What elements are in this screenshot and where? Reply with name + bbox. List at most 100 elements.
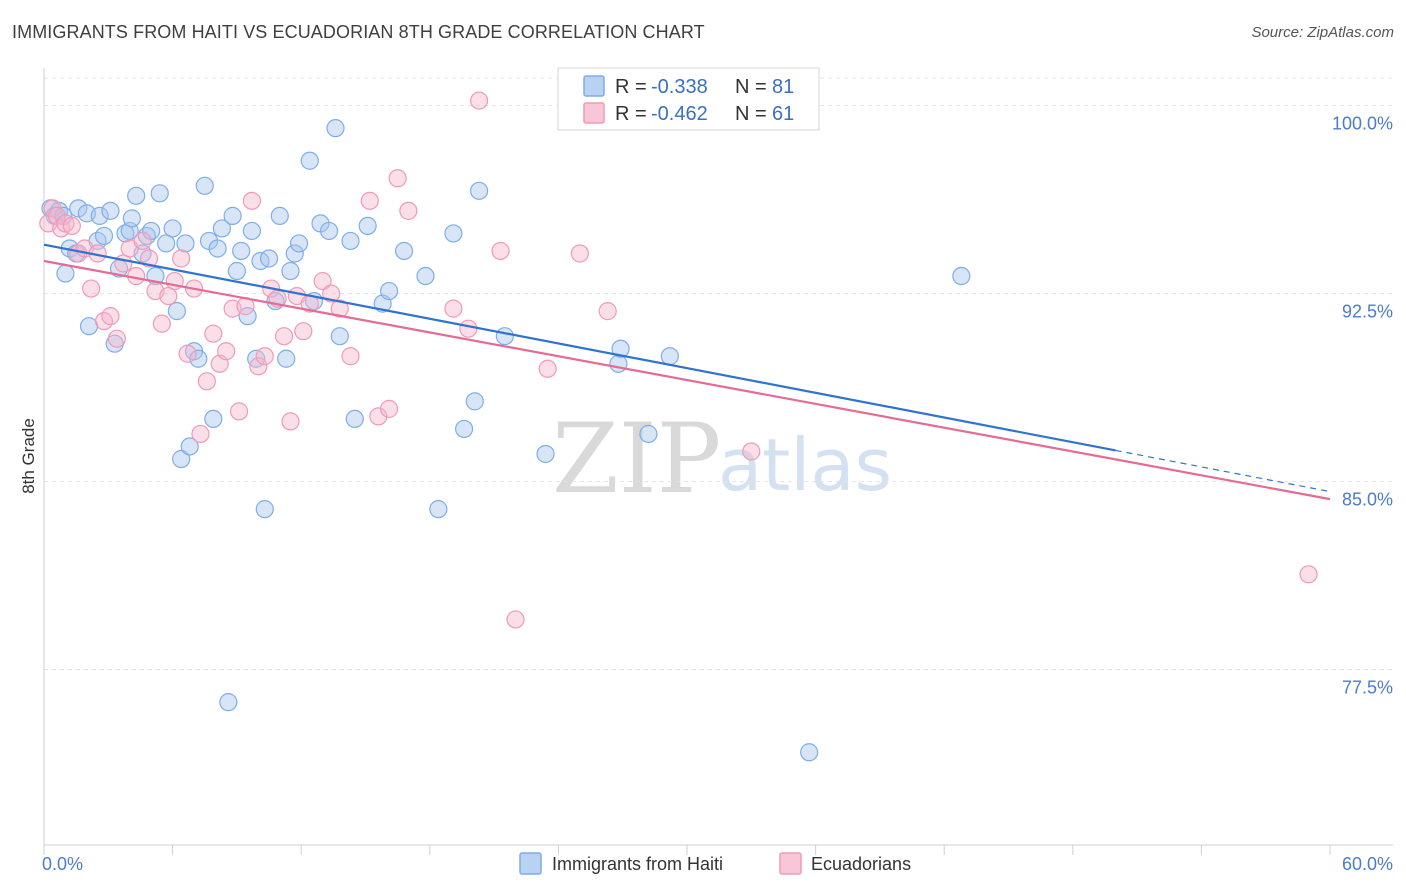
haiti-point-13 <box>101 201 120 220</box>
haiti-point-27 <box>167 302 186 321</box>
x-tick-label-max: 60.0% <box>1342 854 1393 874</box>
ecuadorian-point-45 <box>330 299 349 318</box>
haiti-point-53 <box>289 234 309 253</box>
ecuadorian-point-33 <box>242 191 262 210</box>
ecuadorian-point-46 <box>341 347 360 366</box>
haiti-point-51 <box>281 261 300 281</box>
legend-n-value-ecuadorian: 61 <box>772 103 794 125</box>
ecuadorian-point-41 <box>294 322 313 341</box>
series-legend-label-haiti: Immigrants from Haiti <box>552 854 723 874</box>
ecuadorian-point-44 <box>322 284 341 303</box>
haiti-point-37 <box>212 219 231 238</box>
haiti-point-60 <box>341 231 360 251</box>
ecuadorian-point-55 <box>491 241 510 261</box>
haiti-point-46 <box>255 500 274 519</box>
haiti-point-58 <box>326 119 345 138</box>
series-legend-label-ecuadorian: Ecuadorians <box>811 854 911 874</box>
haiti-point-11 <box>90 206 109 225</box>
ecuadorian-point-51 <box>399 201 418 220</box>
legend-n-label-haiti: N = <box>735 76 767 98</box>
haiti-point-35 <box>204 409 223 429</box>
haiti-point-40 <box>227 261 246 281</box>
haiti-point-68 <box>444 224 463 243</box>
ecuadorian-point-29 <box>217 342 236 361</box>
ecuadorian-point-49 <box>379 399 399 418</box>
ecuadorian-point-31 <box>229 402 249 421</box>
haiti-point-25 <box>157 234 176 253</box>
haiti-trend-line <box>43 243 1116 452</box>
haiti-point-65 <box>394 241 414 261</box>
haiti-point-18 <box>122 209 141 228</box>
ecuadorian-point-26 <box>197 372 216 391</box>
ecuadorian-point-39 <box>281 412 300 431</box>
y-tick-label-2: 92.5% <box>1342 302 1393 322</box>
haiti-point-7 <box>69 199 88 218</box>
ecuadorian-point-53 <box>459 319 478 338</box>
x-ticks <box>43 845 1331 855</box>
watermark-atlas: atlas <box>718 423 892 507</box>
legend-n-label-ecuadorian: N = <box>735 103 767 125</box>
haiti-point-43 <box>242 221 262 241</box>
haiti-point-73 <box>536 444 555 464</box>
ecuadorian-point-35 <box>255 347 274 366</box>
ecuadorian-point-25 <box>191 424 210 444</box>
ecuadorian-trend-line <box>43 259 1331 501</box>
y-tick-label-0: 77.5% <box>1342 678 1393 698</box>
haiti-point-32 <box>189 349 208 368</box>
axes <box>43 68 1393 846</box>
haiti-point-77 <box>660 347 679 366</box>
ecuadorian-point-52 <box>444 299 463 318</box>
correlation-legend: R = -0.338 N = 81 R = -0.462 N = 61 <box>557 67 820 131</box>
haiti-point-70 <box>465 392 484 411</box>
haiti-point-19 <box>127 186 146 205</box>
ecuadorian-point-34 <box>249 357 268 376</box>
haiti-point-52 <box>285 244 304 263</box>
ecuadorian-point-38 <box>274 327 294 346</box>
y-tick-labels: 77.5% 85.0% 92.5% 100.0% <box>1332 114 1393 698</box>
ecuadorian-point-57 <box>538 359 557 378</box>
data-points <box>39 91 1318 762</box>
haiti-point-54 <box>300 151 319 170</box>
legend-r-value-haiti: -0.338 <box>651 76 708 98</box>
x-tick-label-min: 0.0% <box>42 854 83 874</box>
series-legend: Immigrants from Haiti Ecuadorians <box>519 852 911 875</box>
chart-title: IMMIGRANTS FROM HAITI VS ECUADORIAN 8TH … <box>12 22 705 42</box>
haiti-point-72 <box>495 327 514 346</box>
y-axis-title: 8th Grade <box>19 418 38 494</box>
ecuadorian-point-13 <box>114 254 133 273</box>
haiti-point-39 <box>223 206 242 225</box>
haiti-point-4 <box>56 264 75 283</box>
ecuadorian-point-19 <box>152 314 171 333</box>
ecuadorian-point-20 <box>159 286 178 306</box>
ecuadorian-point-16 <box>133 231 152 251</box>
haiti-point-69 <box>454 419 474 439</box>
haiti-point-29 <box>176 234 195 253</box>
series-legend-swatch-ecuadorian <box>779 852 802 875</box>
haiti-point-33 <box>195 176 214 195</box>
ecuadorian-point-48 <box>369 407 388 426</box>
ecuadorian-point-54 <box>469 91 489 110</box>
haiti-point-47 <box>259 249 279 268</box>
ecuadorian-point-59 <box>598 302 617 321</box>
ecuadorian-point-5 <box>62 216 81 236</box>
haiti-point-59 <box>330 327 349 346</box>
ecuadorian-point-27 <box>204 324 223 343</box>
watermark-zip: ZIP <box>552 403 721 515</box>
legend-swatch-ecuadorian <box>583 102 605 124</box>
haiti-point-75 <box>611 339 630 358</box>
ecuadorian-point-47 <box>360 191 379 210</box>
ecuadorian-point-12 <box>107 329 126 348</box>
haiti-point-41 <box>232 241 251 261</box>
ecuadorian-point-23 <box>178 344 197 363</box>
haiti-point-80 <box>952 266 971 286</box>
y-tick-label-1: 85.0% <box>1342 490 1393 510</box>
legend-r-value-ecuadorian: -0.462 <box>651 103 708 125</box>
haiti-point-36 <box>208 239 227 258</box>
haiti-point-28 <box>172 449 191 469</box>
haiti-point-12 <box>94 226 114 246</box>
haiti-point-26 <box>163 219 182 238</box>
legend-r-label-ecuadorian: R = <box>615 103 647 125</box>
watermark: ZIP atlas <box>552 403 892 515</box>
ecuadorian-point-17 <box>139 249 159 268</box>
haiti-point-24 <box>150 184 169 203</box>
